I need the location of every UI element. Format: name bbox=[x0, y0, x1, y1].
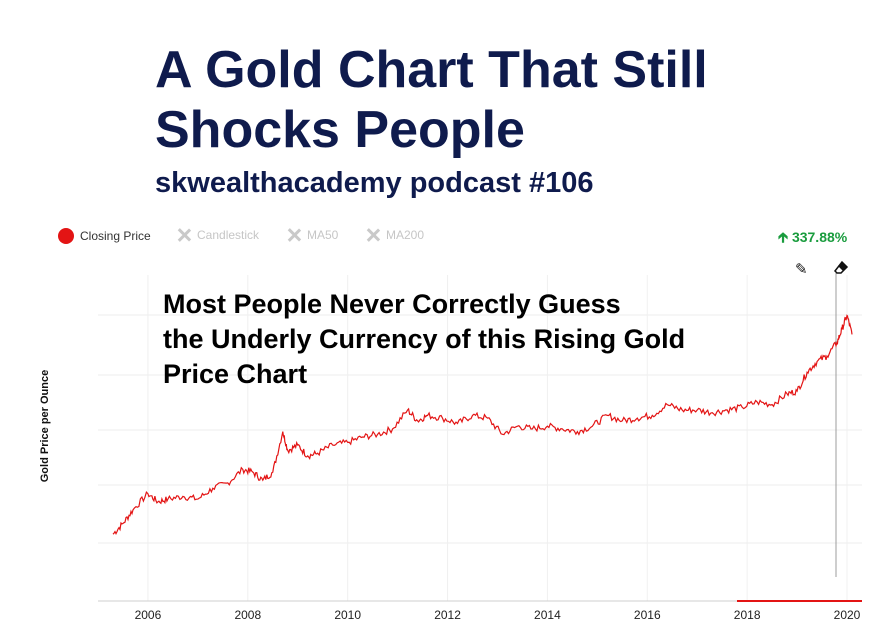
chart-plot: 2006 2008 2010 2012 2014 2016 2018 2020 bbox=[98, 273, 862, 622]
x-tick-labels: 2006 2008 2010 2012 2014 2016 2018 2020 bbox=[135, 608, 861, 622]
ma50-label: MA50 bbox=[307, 228, 339, 242]
toggle-closing-price[interactable]: Closing Price bbox=[58, 228, 151, 244]
x-tick-label: 2008 bbox=[234, 608, 261, 622]
overlay-line-2: the Underly Currency of this Rising Gold bbox=[163, 324, 686, 354]
x-tick-label: 2018 bbox=[734, 608, 761, 622]
overlay-line-1: Most People Never Correctly Guess bbox=[163, 289, 621, 319]
overlay-annotation: Most People Never Correctly Guess the Un… bbox=[163, 287, 685, 392]
toggle-candlestick[interactable]: Candlestick bbox=[177, 228, 259, 242]
page-title: A Gold Chart That Still Shocks People bbox=[155, 40, 708, 160]
toggle-ma200[interactable]: MA200 bbox=[366, 228, 424, 242]
x-tick-label: 2020 bbox=[834, 608, 861, 622]
chart-area: 2006 2008 2010 2012 2014 2016 2018 2020 Closing… bbox=[0, 205, 896, 626]
eraser-icon-shape bbox=[834, 260, 849, 274]
closing-price-dot-icon bbox=[58, 228, 74, 244]
grid-lines bbox=[98, 275, 862, 601]
overlay-line-3: Price Chart bbox=[163, 359, 308, 389]
price-line bbox=[112, 314, 853, 535]
x-tick-label: 2012 bbox=[434, 608, 461, 622]
x-tick-label: 2006 bbox=[135, 608, 162, 622]
disabled-x-icon bbox=[366, 228, 380, 242]
toggle-ma50[interactable]: MA50 bbox=[287, 228, 338, 242]
arrow-up-icon: 🡱 bbox=[778, 229, 789, 245]
title-line-2: Shocks People bbox=[155, 101, 525, 159]
candlestick-label: Candlestick bbox=[197, 228, 260, 242]
x-tick-label: 2016 bbox=[634, 608, 661, 622]
ma200-label: MA200 bbox=[386, 228, 425, 242]
x-tick-label: 2014 bbox=[534, 608, 561, 622]
price-change-value: 337.88% bbox=[791, 229, 848, 245]
disabled-x-icon bbox=[177, 228, 191, 242]
y-axis-label: Gold Price per Ounce bbox=[39, 369, 51, 483]
page-subtitle: skwealthacademy podcast #106 bbox=[155, 167, 594, 199]
title-line-1: A Gold Chart That Still bbox=[155, 41, 708, 99]
eraser-icon[interactable] bbox=[833, 260, 851, 278]
price-change-badge: 🡱 337.88% bbox=[778, 227, 847, 251]
disabled-x-icon bbox=[287, 228, 301, 242]
pencil-icon[interactable]: ✎ bbox=[795, 261, 808, 278]
x-tick-label: 2010 bbox=[334, 608, 361, 622]
closing-price-label: Closing Price bbox=[80, 229, 151, 243]
